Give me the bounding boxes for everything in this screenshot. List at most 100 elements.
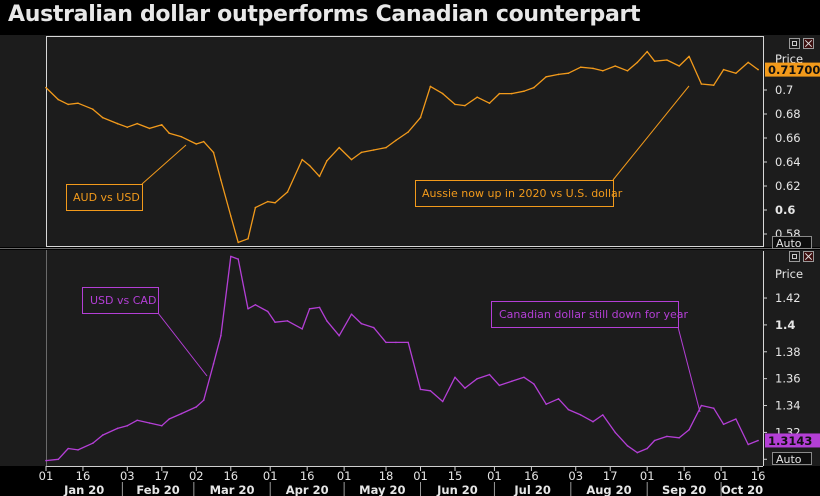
aud-usd-point: [116, 122, 119, 125]
bottom-panel-bg: [0, 250, 820, 466]
usd-cad-point: [92, 442, 94, 445]
aud-usd-line: [45, 50, 759, 244]
aud-usd-point: [464, 104, 466, 107]
usd-cad-point: [626, 445, 629, 447]
usd-cad-point: [441, 400, 444, 403]
aud-usd-point: [318, 175, 321, 178]
aud-usd-point: [67, 103, 69, 106]
aud-usd-point: [136, 122, 138, 125]
usd-cad-point: [579, 414, 582, 416]
usd-cad-point: [308, 308, 311, 310]
usd-cad-point: [230, 255, 232, 258]
usd-cad-point: [101, 434, 104, 436]
x-month-label: Jul 20: [513, 483, 550, 496]
aud-usd-point: [579, 66, 582, 68]
last-value-label: 0.71700: [768, 63, 820, 77]
usd-cad-point: [180, 412, 183, 415]
price-label: Price: [775, 52, 803, 66]
usd-cad-point: [614, 431, 616, 434]
x-month-label: Oct 20: [721, 483, 763, 496]
y-tick-label: 0.62: [775, 179, 801, 193]
usd-cad-point: [45, 459, 47, 462]
aud-usd-point: [488, 102, 491, 104]
annotation-box: [415, 180, 614, 207]
usd-cad-point: [510, 380, 513, 383]
usd-cad-point: [148, 422, 151, 424]
y-tick-label: 0.7: [775, 83, 793, 97]
aud-usd-point: [350, 158, 353, 161]
chart-title: Australian dollar outperforms Canadian c…: [8, 2, 641, 27]
y-tick-label: 0.64: [775, 155, 801, 169]
aud-usd-point: [747, 61, 749, 64]
x-tick-label: 01: [487, 469, 502, 483]
aud-usd-point: [202, 140, 205, 143]
usd-cad-point: [646, 447, 648, 450]
usd-cad-point: [57, 458, 60, 461]
aud-usd-point: [286, 191, 289, 193]
aud-usd-point: [212, 151, 215, 154]
aud-usd-point: [274, 202, 276, 204]
usd-cad-point: [476, 377, 479, 380]
x-tick-label: 16: [524, 469, 539, 483]
aud-usd-point: [523, 90, 525, 92]
x-tick-label: 16: [677, 469, 692, 483]
aud-usd-point: [678, 65, 680, 67]
aud-usd-point: [533, 86, 535, 89]
aud-usd-point: [688, 55, 690, 58]
x-tick-label: 03: [568, 469, 583, 483]
x-tick-label: 16: [751, 469, 766, 483]
usd-cad-point: [385, 341, 387, 344]
x-tick-label: 01: [640, 469, 655, 483]
x-tick-label: 03: [120, 469, 135, 483]
aud-usd-point: [700, 83, 703, 85]
aud-usd-point: [653, 60, 656, 62]
usd-cad-point: [67, 447, 69, 450]
aud-usd-point: [77, 102, 79, 104]
x-month-label: Sep 20: [662, 483, 706, 496]
usd-cad-point: [116, 427, 119, 430]
annotation-leader: [141, 144, 187, 185]
usd-cad-point: [735, 418, 737, 420]
usd-cad-point: [161, 424, 163, 427]
x-month-label: Apr 20: [286, 483, 329, 496]
aud-usd-point: [161, 124, 163, 126]
usd-cad-point: [498, 384, 501, 387]
restore-icon[interactable]: [789, 251, 800, 262]
usd-cad-point: [220, 334, 222, 337]
usd-cad-point: [712, 407, 715, 410]
aud-usd-point: [712, 84, 715, 86]
usd-cad-point: [77, 449, 79, 451]
close-icon[interactable]: [803, 38, 814, 49]
usd-cad-point: [267, 310, 269, 313]
usd-cad-point: [488, 373, 491, 376]
usd-cad-point: [360, 322, 363, 325]
aud-usd-point: [476, 96, 479, 98]
usd-cad-point: [688, 428, 690, 431]
aud-usd-point: [148, 127, 151, 130]
x-tick-label: 17: [154, 469, 169, 483]
usd-cad-point: [274, 321, 276, 324]
auto-scale-box: [772, 452, 812, 465]
x-month-label: May 20: [359, 483, 405, 496]
aud-usd-point: [237, 241, 239, 244]
annotation-box: [66, 184, 143, 211]
aud-usd-point: [195, 143, 198, 145]
usd-cad-point: [454, 376, 456, 379]
usd-cad-point: [636, 451, 639, 454]
x-tick-label: 16: [223, 469, 238, 483]
aud-usd-point: [602, 70, 604, 72]
aud-usd-point: [308, 164, 311, 167]
aud-usd-point: [45, 86, 47, 89]
annotation-leader: [612, 85, 690, 181]
x-tick-label: 01: [714, 469, 729, 483]
usd-cad-point: [202, 399, 205, 402]
y-tick-label: 1.38: [775, 345, 801, 359]
restore-icon[interactable]: [789, 38, 800, 49]
close-icon[interactable]: [803, 251, 814, 262]
annotation-leader: [677, 326, 701, 413]
aud-usd-point: [326, 160, 328, 162]
usd-cad-point: [195, 406, 198, 408]
usd-cad-point: [419, 388, 422, 391]
aud-usd-point: [454, 103, 456, 106]
